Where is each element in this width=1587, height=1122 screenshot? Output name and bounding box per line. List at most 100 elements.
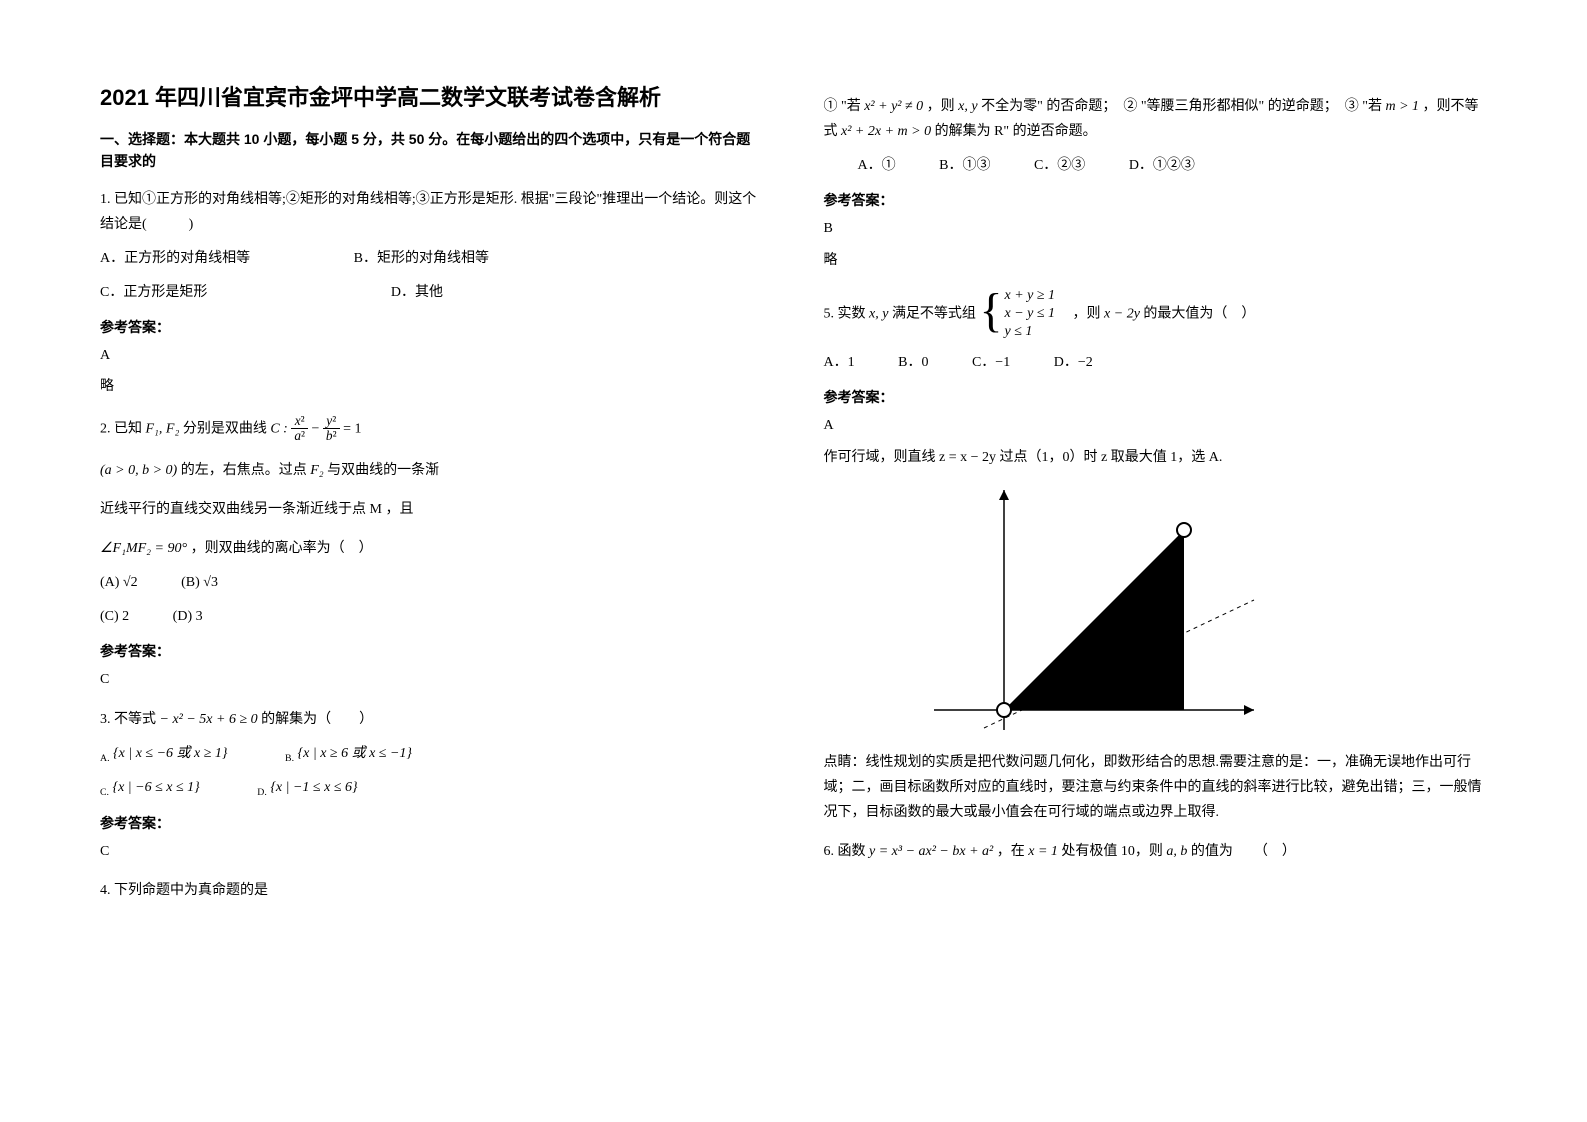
q5-chart-svg [924,480,1264,740]
q2-foci: F₁, F₂ [146,421,180,436]
q4-ans: B [824,216,1488,241]
q5-text: 5. 实数 x, y 满足不等式组 { x + y ≥ 1 x − y ≤ 1 … [824,287,1488,342]
q5-ans: A [824,413,1488,438]
q2-line3: 近线平行的直线交双曲线另一条渐近线于点 M ，且 [100,497,764,522]
q3-text: 3. 不等式 − x² − 5x + 6 ≥ 0 的解集为（ ） [100,707,764,732]
q6-pt: x = 1 [1028,844,1058,859]
q3-ans-label: 参考答案： [100,813,764,833]
q5-expl: 作可行域，则直线 z = x − 2y 过点（1，0）时 z 取最大值 1，选 … [824,445,1488,470]
q3-b: 的解集为（ ） [261,712,373,727]
q4-p3c: m > 1 [1385,99,1419,114]
q2-line2: (a > 0, b > 0) 的左，右焦点。过点 F₂ 与双曲线的一条渐 [100,458,764,483]
q2-text-a: 2. 已知 [100,421,146,436]
q5-options: A．1 B．0 C．−1 D．−2 [824,349,1488,377]
q6-ab: a, b [1166,844,1187,859]
q4-opt-c: C．②③ [1034,152,1085,180]
q4-opt-b: B．①③ [939,152,990,180]
q5-b: 满足不等式组 [892,306,980,321]
q5-c1: x + y ≥ 1 [1004,287,1055,305]
q2-ans: C [100,667,764,692]
q1-note: 略 [100,374,764,399]
q6-fn: y = x³ − ax² − bx + a² [869,844,993,859]
eq1: = 1 [343,421,361,436]
q3-opt-d: {x | −1 ≤ x ≤ 6} [270,774,357,802]
q1-opt-b: B．矩形的对角线相等 [354,245,489,273]
q1-opt-d: D．其他 [391,279,443,307]
q4-p1xy: x, y [958,99,977,114]
q5-chart [924,480,1264,740]
q4-p3b: 的解集为 R" 的逆否命题。 [935,124,1097,139]
q5-cases: { x + y ≥ 1 x − y ≤ 1 y ≤ 1 [979,287,1055,342]
q2-ans-label: 参考答案： [100,641,764,661]
q2-l4: ，则双曲线的离心率为（ ） [191,541,373,556]
q4-opt-a: A．① [858,152,896,180]
q5-ans-label: 参考答案： [824,387,1488,407]
q4-options: A．① B．①③ C．②③ D．①②③ [858,152,1488,180]
q2-opt-b: (B) √3 [181,569,218,597]
q3-opts2: C. {x | −6 ≤ x ≤ 1} D. {x | −1 ≤ x ≤ 6} [100,774,764,802]
q4-p1b: ，则 [927,99,959,114]
q5-c3: y ≤ 1 [1004,323,1055,341]
q6-b: ，在 [997,844,1029,859]
q5-xy: x, y [869,306,888,321]
q3-opts1: A. {x | x ≤ −6 或 x ≥ 1} B. {x | x ≥ 6 或 … [100,740,764,768]
q5-opt-d: D．−2 [1054,349,1093,377]
q2-l2a: 的左，右焦点。过点 [181,463,307,478]
q4-p1e: x² + y² ≠ 0 [864,99,923,114]
q2-f2: F₂ [310,463,323,478]
q5-note: 点睛：线性规划的实质是把代数问题几何化，即数形结合的思想.需要注意的是：一，准确… [824,750,1488,826]
q5-d: 的最大值为（ ） [1143,306,1255,321]
q3-lc: C. [100,787,109,798]
left-column: 2021 年四川省宜宾市金坪中学高二数学文联考试卷含解析 一、选择题：本大题共 … [100,80,764,1082]
q3-expr: − x² − 5x + 6 ≥ 0 [160,712,262,727]
q2-ab: (a > 0, b > 0) [100,463,177,478]
q2-line4: ∠F₁MF₂ = 90° ，则双曲线的离心率为（ ） [100,536,764,561]
q2-opt-a: (A) √2 [100,569,138,597]
q2-frac1: x²a² [291,414,308,444]
q5-c: ，则 [1059,306,1105,321]
q4-p1a: ① "若 [824,99,865,114]
q5-a: 5. 实数 [824,306,870,321]
right-column: ① "若 x² + y² ≠ 0 ，则 x, y 不全为零" 的否命题； ② "… [824,80,1488,1082]
q2-frac2: y²b² [323,414,340,444]
q2-opts2: (C) 2 (D) 3 [100,603,764,631]
q3-opt-c: {x | −6 ≤ x ≤ 1} [112,774,199,802]
q4-p1c: 不全为零" 的否命题； ② "等腰三角形都相似" 的逆命题； ③ "若 [981,99,1385,114]
q3-opt-a: {x | x ≤ −6 或 x ≥ 1} [113,740,228,768]
doc-title: 2021 年四川省宜宾市金坪中学高二数学文联考试卷含解析 [100,80,764,112]
q1-ans-label: 参考答案： [100,317,764,337]
q3-ld: D. [257,787,267,798]
q4-ans-label: 参考答案： [824,190,1488,210]
q1-ans: A [100,343,764,368]
q4-text: 4. 下列命题中为真命题的是 [100,878,764,903]
q6-d: 的值为 （ ） [1191,844,1296,859]
q1-opt-a: A．正方形的对角线相等 [100,245,250,273]
q2-opt-d: (D) 3 [173,603,203,631]
q5-obj: x − 2y [1104,306,1140,321]
q2-text-b: 分别是双曲线 [183,421,271,436]
q2-angle: ∠F₁MF₂ = 90° [100,541,187,556]
q3-lb: B. [285,753,294,764]
q4-props: ① "若 x² + y² ≠ 0 ，则 x, y 不全为零" 的否命题； ② "… [824,94,1488,144]
q5-c2: x − y ≤ 1 [1004,305,1055,323]
q3-ans: C [100,839,764,864]
q6-a: 6. 函数 [824,844,870,859]
q5-opt-c: C．−1 [972,349,1010,377]
q5-opt-b: B．0 [898,349,928,377]
q4-p3e: x² + 2x + m > 0 [841,124,931,139]
q2-l2b: 与双曲线的一条渐 [327,463,439,478]
q2-cprefix: C : [270,421,291,436]
q4-opt-d: D．①②③ [1129,152,1195,180]
section-1-header: 一、选择题：本大题共 10 小题，每小题 5 分，共 50 分。在每小题给出的四… [100,128,764,173]
q1-text: 1. 已知①正方形的对角线相等;②矩形的对角线相等;③正方形是矩形. 根据"三段… [100,187,764,237]
minus: − [312,421,323,436]
q1-options-2: C．正方形是矩形 D．其他 [100,279,764,307]
q3-la: A. [100,753,110,764]
q2-opts1: (A) √2 (B) √3 [100,569,764,597]
q2-opt-c: (C) 2 [100,603,129,631]
q4-note: 略 [824,248,1488,273]
q1-options: A．正方形的对角线相等 B．矩形的对角线相等 [100,245,764,273]
q2-line1: 2. 已知 F₁, F₂ 分别是双曲线 C : x²a² − y²b² = 1 [100,414,764,444]
q6-c: 处有极值 10，则 [1061,844,1166,859]
q6-text: 6. 函数 y = x³ − ax² − bx + a² ，在 x = 1 处有… [824,839,1488,864]
